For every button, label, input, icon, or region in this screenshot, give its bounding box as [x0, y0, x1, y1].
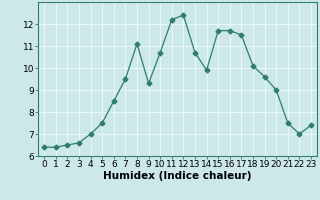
X-axis label: Humidex (Indice chaleur): Humidex (Indice chaleur) — [103, 171, 252, 181]
